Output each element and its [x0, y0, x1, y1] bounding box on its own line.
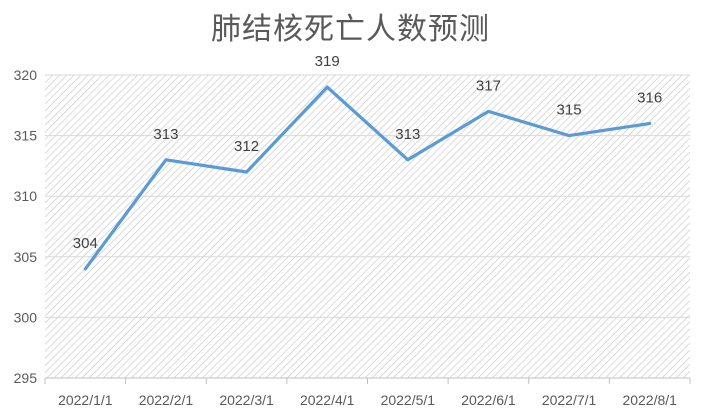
y-tick-label: 320	[14, 67, 38, 83]
x-tick-label: 2022/7/1	[542, 392, 597, 408]
plot-area	[45, 75, 690, 378]
data-label: 319	[315, 53, 340, 70]
x-tick-label: 2022/1/1	[58, 392, 113, 408]
x-tick-label: 2022/5/1	[381, 392, 436, 408]
data-labels: 304 313 312 319 313 317 315 316	[73, 53, 662, 252]
y-tick-label: 315	[14, 128, 38, 144]
x-axis: 2022/1/1 2022/2/1 2022/3/1 2022/4/1 2022/5/1…	[44, 377, 691, 408]
x-tick-label: 2022/8/1	[622, 392, 677, 408]
x-tick-label: 2022/4/1	[300, 392, 355, 408]
data-label: 313	[153, 126, 178, 143]
x-tick-label: 2022/6/1	[461, 392, 516, 408]
x-tick-label: 2022/3/1	[219, 392, 274, 408]
data-label: 304	[73, 235, 98, 252]
chart-title: 肺结核死亡人数预测	[211, 12, 490, 47]
data-label: 316	[637, 89, 662, 106]
series-line-path	[83, 85, 652, 271]
y-axis-ticks: 295 300 305 310 315 320	[14, 67, 38, 386]
x-tick-label: 2022/2/1	[139, 392, 194, 408]
data-label: 312	[234, 138, 259, 155]
data-label: 313	[395, 126, 420, 143]
y-tick-label: 300	[14, 309, 38, 325]
data-label: 315	[557, 102, 582, 119]
series-line	[83, 85, 652, 271]
data-label: 317	[476, 77, 501, 94]
y-tick-label: 305	[14, 249, 38, 265]
y-tick-label: 295	[14, 370, 38, 386]
y-tick-label: 310	[14, 188, 38, 204]
gridlines	[45, 74, 690, 318]
